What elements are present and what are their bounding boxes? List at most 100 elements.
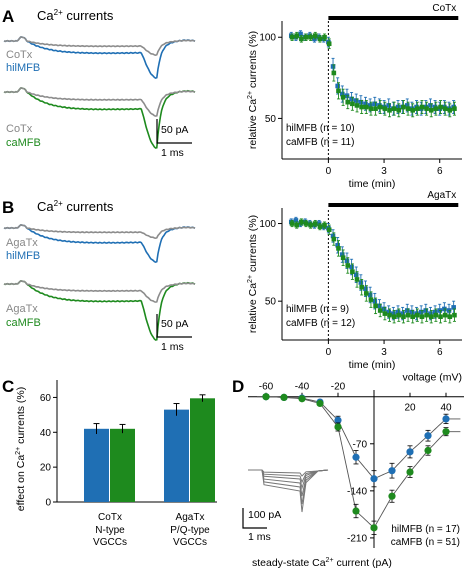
data-point — [317, 36, 323, 42]
data-point — [373, 106, 378, 111]
data-point — [289, 34, 295, 40]
label-camfb-b: caMFB — [6, 317, 41, 329]
data-point — [391, 314, 397, 320]
data-point — [410, 314, 415, 320]
x-tick-label: 3 — [381, 347, 387, 358]
data-point — [262, 393, 270, 401]
data-point — [404, 308, 410, 313]
data-point — [367, 103, 373, 108]
label-hilmfb-a: hilMFB — [6, 62, 40, 74]
y-axis-label: effect on Ca2+ currents (%) — [15, 387, 27, 512]
scale-bar-b-pa: 50 pA — [161, 318, 188, 330]
x-tick-label: -40 — [295, 382, 310, 393]
chart-d-iv: -60 -40 -20 20 40 -70 -140 -210 voltage (mV) stea… — [248, 372, 464, 569]
data-point — [452, 106, 457, 111]
data-point — [424, 446, 432, 455]
category-sublabel: VGCCs — [173, 537, 207, 548]
data-point — [340, 91, 345, 97]
legend-entry: hilMFB (n = 9) — [286, 304, 349, 315]
data-point — [298, 31, 303, 37]
trace-camfb-cotx-drug — [3, 87, 196, 117]
y-axis-label: relative Ca2+ currents (%) — [247, 31, 259, 149]
data-point — [349, 264, 354, 270]
data-point — [344, 258, 350, 264]
data-point — [367, 292, 373, 298]
data-point — [294, 222, 300, 228]
category-label: AgaTx — [176, 512, 205, 523]
data-point — [432, 309, 438, 315]
data-point — [406, 468, 414, 476]
panel-b-traces — [3, 224, 196, 341]
data-point — [433, 312, 439, 318]
legend-entry: caMFB (n = 51) — [391, 537, 460, 548]
x-tick-label: -60 — [259, 382, 274, 393]
data-point — [396, 107, 402, 113]
data-point — [373, 303, 378, 309]
y-tick-label: 50 — [265, 114, 277, 125]
data-point — [372, 101, 378, 107]
legend-entry: caMFB (n = 12) — [286, 318, 355, 329]
data-point — [415, 312, 420, 318]
data-point — [363, 286, 368, 292]
y-tick-label: -140 — [347, 486, 367, 497]
bar — [110, 428, 135, 502]
data-point — [368, 297, 374, 302]
y-tick-label: 0 — [45, 498, 51, 509]
fit-curve — [257, 396, 461, 529]
y-tick-label: 60 — [40, 393, 52, 404]
inset-traces — [248, 469, 329, 513]
data-point — [401, 104, 406, 110]
data-point — [377, 303, 382, 309]
trace-hilmfb-cotx-drug — [3, 36, 196, 57]
data-point — [382, 106, 388, 111]
data-point — [359, 104, 364, 110]
data-point — [349, 96, 354, 102]
inset-trace — [248, 469, 329, 513]
data-point — [298, 395, 306, 403]
legend-entry: caMFB (n = 11) — [286, 137, 354, 148]
data-point — [447, 107, 453, 113]
data-point — [377, 104, 383, 110]
data-point — [293, 218, 299, 223]
data-point — [303, 34, 309, 40]
data-point — [423, 308, 429, 313]
data-point — [424, 106, 429, 111]
x-axis-label: time (min) — [349, 178, 396, 190]
data-point — [317, 224, 323, 229]
scale-bar-d-ms: 1 ms — [248, 531, 271, 543]
data-point — [424, 312, 429, 318]
bar — [84, 428, 109, 502]
data-point — [340, 252, 345, 257]
bar — [190, 398, 215, 502]
data-point — [308, 34, 313, 40]
label-cotx-1: CoTx — [6, 49, 33, 61]
data-point — [350, 269, 355, 274]
data-point — [364, 104, 369, 110]
data-point — [447, 314, 453, 320]
y-tick-label: 100 — [259, 33, 276, 44]
x-axis-label: voltage (mV) — [402, 372, 462, 384]
data-point — [303, 221, 309, 226]
data-point — [391, 106, 397, 111]
data-point — [330, 64, 336, 69]
data-point — [442, 428, 450, 436]
data-point — [419, 314, 425, 320]
data-point — [452, 312, 457, 318]
data-point — [382, 311, 388, 316]
y-tick-label: -210 — [347, 533, 367, 544]
y-tick-label: 50 — [265, 297, 277, 308]
data-point — [334, 416, 342, 424]
category-sublabel: VGCCs — [93, 537, 127, 548]
trace-camfb-agatx-control — [3, 280, 196, 341]
panel-letter-c: C — [2, 377, 14, 396]
data-point — [352, 453, 360, 461]
drug-bar — [328, 203, 459, 207]
data-point — [395, 104, 401, 110]
data-point — [401, 314, 406, 320]
category-sublabel: P/Q-type — [170, 525, 210, 536]
data-point — [433, 106, 439, 111]
trace-hilmfb-agatx-drug — [3, 224, 196, 240]
data-point — [428, 314, 434, 320]
data-point — [331, 70, 337, 76]
